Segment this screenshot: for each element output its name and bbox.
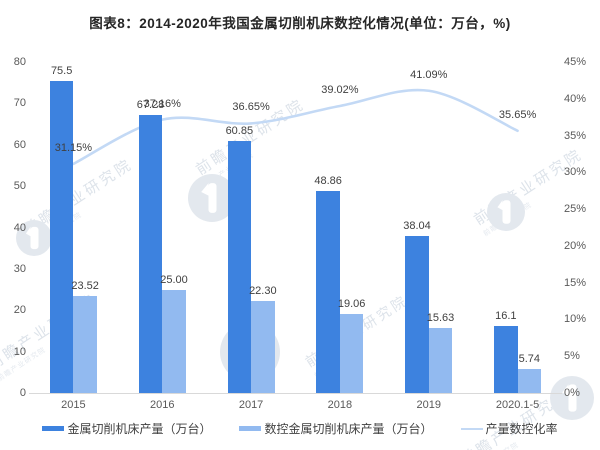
bar-value-label: 60.85 <box>225 125 254 138</box>
bar-value-label: 23.52 <box>71 279 99 292</box>
bar-value-label: 16.1 <box>495 310 517 323</box>
y-axis-right-tick: 0% <box>564 387 580 399</box>
legend-label: 金属切削机床产量（万台） <box>67 422 212 436</box>
x-axis-label: 2018 <box>327 399 353 411</box>
y-axis-right-tick: 25% <box>564 203 587 216</box>
bar-cnc-output <box>162 289 186 393</box>
y-axis-right-tick: 10% <box>564 313 587 326</box>
y-axis-left-tick: 80 <box>13 56 26 68</box>
bar-cnc-output <box>339 314 364 393</box>
legend-item-metal-cutting-output: 金属切削机床产量（万台） <box>42 420 211 437</box>
legend-item-cnc-rate: 产量数控化率 <box>460 420 558 437</box>
legend-swatch-line-icon <box>460 427 483 430</box>
legend-label: 数控金属切削机床产量（万台） <box>264 422 433 436</box>
x-axis-label: 2019 <box>416 399 441 411</box>
y-axis-right-tick: 15% <box>564 276 587 289</box>
line-value-label: 35.65% <box>498 108 537 121</box>
chart-title: 图表8：2014-2020年我国金属切削机床数控化情况(单位：万台，%) <box>89 16 511 31</box>
legend-swatch-bar-primary-icon <box>42 426 65 431</box>
y-axis-right-tick: 45% <box>564 56 587 68</box>
y-axis-right-tick: 40% <box>564 92 587 105</box>
y-axis-left-tick: 70 <box>13 97 26 110</box>
bar-cnc-output <box>517 369 542 393</box>
y-axis-right-tick: 30% <box>564 166 587 179</box>
y-axis-right-tick: 35% <box>564 129 587 142</box>
bar-value-label: 75.5 <box>50 64 73 77</box>
bar-metal-cutting-output <box>49 80 74 393</box>
y-axis-right-tick: 20% <box>564 239 587 252</box>
legend: 金属切削机床产量（万台） 数控金属切削机床产量（万台） 产量数控化率 <box>0 420 600 437</box>
bar-value-label: 48.86 <box>314 174 342 187</box>
bar-value-label: 22.30 <box>249 284 277 297</box>
bar-cnc-output <box>251 300 275 393</box>
y-axis-left-tick: 30 <box>13 262 26 275</box>
bar-value-label: 5.74 <box>518 353 541 366</box>
y-axis-left-tick: 40 <box>13 221 26 234</box>
bar-metal-cutting-output <box>227 141 252 393</box>
y-axis-left-tick: 20 <box>13 304 26 317</box>
x-axis-line <box>29 393 562 394</box>
bar-value-label: 15.63 <box>426 312 455 325</box>
bar-value-label: 19.06 <box>337 298 366 311</box>
bar-cnc-output <box>428 328 453 393</box>
bar-value-label: 67.28 <box>136 98 165 111</box>
legend-swatch-bar-secondary-icon <box>239 426 262 431</box>
legend-label: 产量数控化率 <box>485 422 558 436</box>
bar-cnc-output <box>73 295 97 393</box>
line-value-label: 41.09% <box>410 68 448 81</box>
line-value-label: 37.16% <box>143 97 181 110</box>
y-axis-left-tick: 0 <box>19 387 26 399</box>
bar-value-label: 25.00 <box>160 273 188 286</box>
bar-metal-cutting-output <box>138 114 163 393</box>
x-axis-label: 2017 <box>238 399 264 411</box>
bar-metal-cutting-output <box>405 235 429 393</box>
y-axis-left-tick: 50 <box>13 180 26 193</box>
line-value-label: 39.02% <box>321 83 359 96</box>
bar-metal-cutting-output <box>316 190 340 393</box>
bar-value-label: 38.04 <box>403 219 431 232</box>
y-axis-right-tick: 5% <box>564 350 580 363</box>
y-axis-left-tick: 10 <box>13 345 26 358</box>
y-axis-left-tick: 60 <box>13 138 26 151</box>
x-axis-label: 2020.1-5 <box>495 399 540 411</box>
legend-item-cnc-output: 数控金属切削机床产量（万台） <box>239 420 433 437</box>
bar-metal-cutting-output <box>494 326 518 393</box>
line-value-label: 36.65% <box>232 101 270 114</box>
x-axis-label: 2016 <box>150 399 175 411</box>
x-axis-label: 2015 <box>61 399 86 411</box>
line-value-label: 31.15% <box>54 141 93 154</box>
